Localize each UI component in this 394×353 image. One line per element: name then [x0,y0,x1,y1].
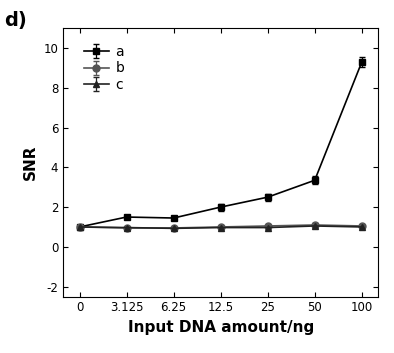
Legend: a, b, c: a, b, c [80,41,128,96]
X-axis label: Input DNA amount/ng: Input DNA amount/ng [128,320,314,335]
Text: d): d) [4,11,27,30]
Y-axis label: SNR: SNR [23,145,38,180]
